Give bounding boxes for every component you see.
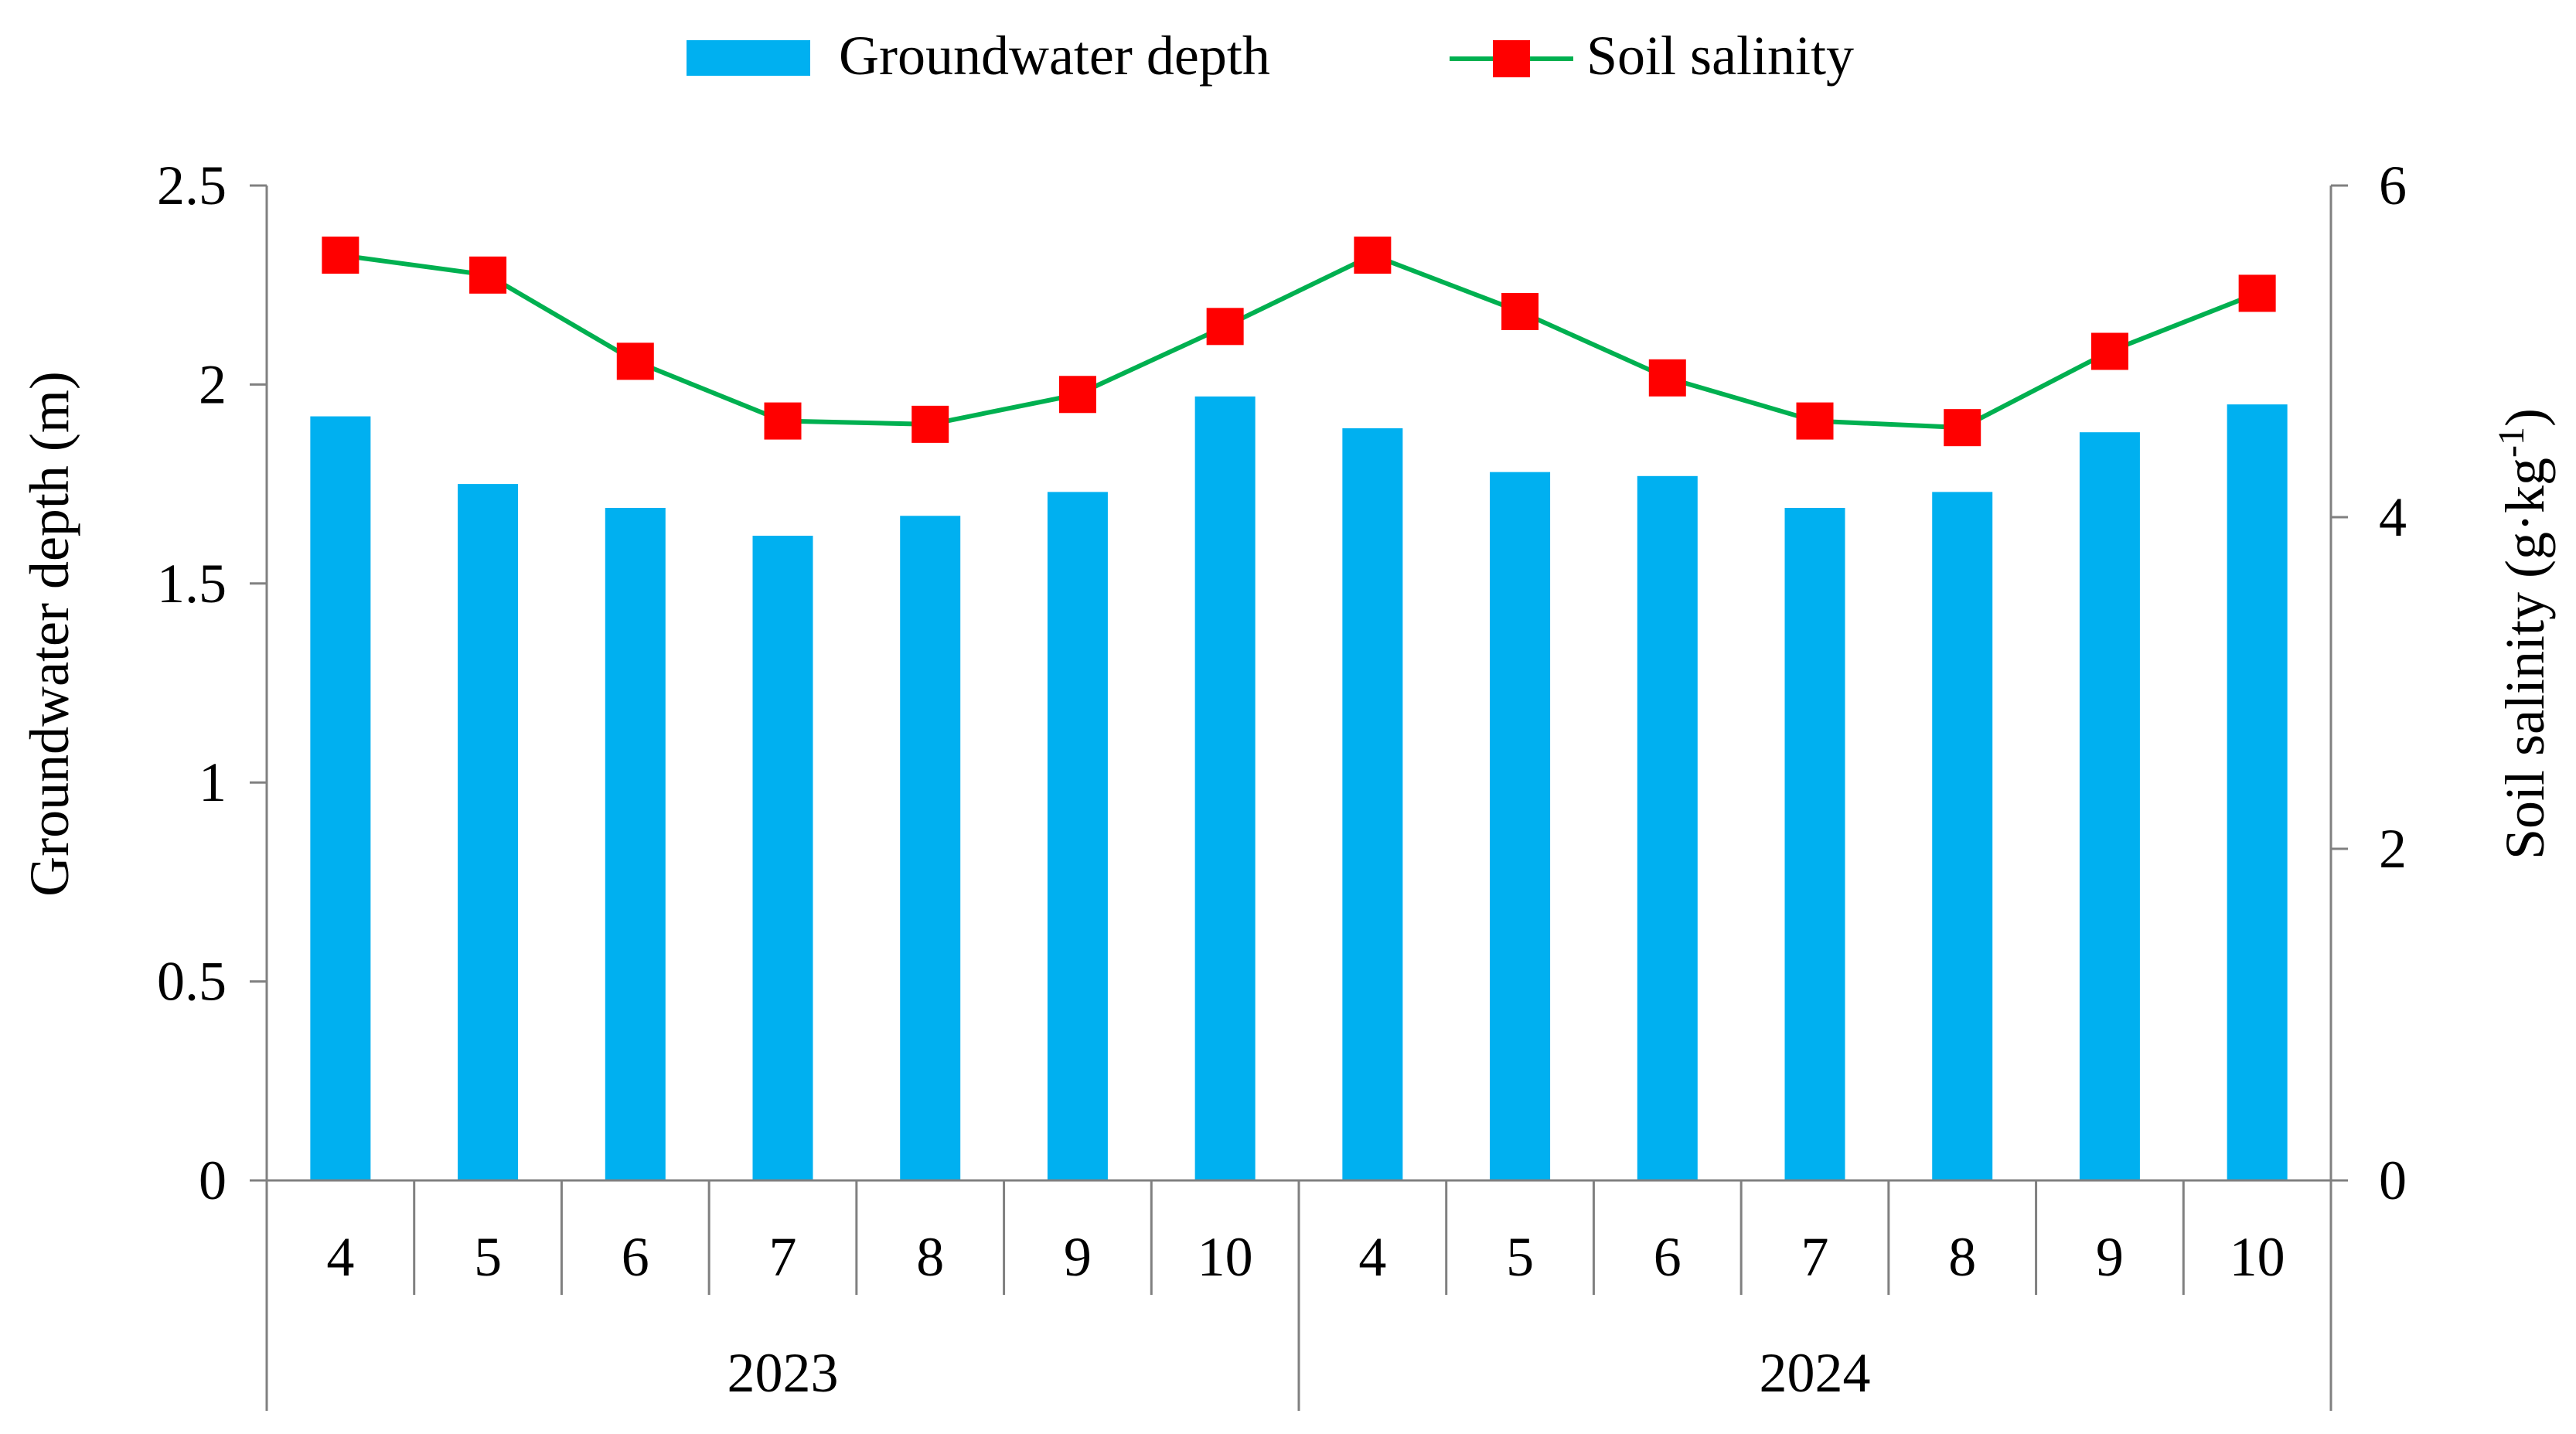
y-left-tick-label-3: 1.5 bbox=[157, 553, 227, 615]
x-tick-label-8: 5 bbox=[1506, 1226, 1534, 1288]
bar-groundwater-5 bbox=[1047, 492, 1108, 1180]
legend-label-groundwater: Groundwater depth bbox=[839, 25, 1270, 87]
marker-soil-salinity-0 bbox=[322, 237, 359, 274]
bar-groundwater-8 bbox=[1490, 472, 1551, 1180]
marker-soil-salinity-10 bbox=[1796, 402, 1834, 440]
x-group-label-0: 2023 bbox=[727, 1342, 839, 1404]
y-right-axis-title-sup: -1 bbox=[2491, 427, 2532, 458]
bars-layer bbox=[310, 396, 2288, 1180]
marker-soil-salinity-8 bbox=[1501, 293, 1539, 331]
bar-groundwater-10 bbox=[1784, 507, 1845, 1180]
x-tick-label-6: 10 bbox=[1198, 1226, 1253, 1288]
marker-soil-salinity-5 bbox=[1058, 376, 1096, 414]
x-tick-label-5: 9 bbox=[1064, 1226, 1092, 1288]
y-right-tick-label-1: 2 bbox=[2379, 818, 2407, 880]
x-tick-label-12: 9 bbox=[2096, 1226, 2124, 1288]
bar-groundwater-12 bbox=[2079, 432, 2140, 1180]
bar-groundwater-6 bbox=[1194, 396, 1256, 1180]
bar-groundwater-2 bbox=[605, 507, 666, 1180]
x-tick-label-13: 10 bbox=[2230, 1226, 2285, 1288]
labels-layer: 0 0.5 1 1.5 2 2.5 0 2 4 6 4 5 6 7 8 9 10 4 5 6 7 8 9 10 2023 2024 bbox=[157, 155, 2407, 1404]
x-tick-label-1: 5 bbox=[474, 1226, 502, 1288]
bar-groundwater-3 bbox=[752, 536, 813, 1180]
x-tick-label-4: 8 bbox=[916, 1226, 944, 1288]
bar-groundwater-0 bbox=[310, 416, 371, 1180]
x-tick-label-7: 4 bbox=[1358, 1226, 1386, 1288]
marker-soil-salinity-4 bbox=[911, 405, 949, 443]
y-right-axis-title-end: ) bbox=[2494, 408, 2556, 427]
x-tick-label-3: 7 bbox=[769, 1226, 797, 1288]
bar-groundwater-9 bbox=[1637, 475, 1698, 1180]
marker-soil-salinity-12 bbox=[2090, 332, 2128, 370]
bar-groundwater-13 bbox=[2227, 404, 2288, 1180]
x-group-label-1: 2024 bbox=[1760, 1342, 1871, 1404]
legend-bar-swatch bbox=[687, 40, 810, 76]
marker-soil-salinity-6 bbox=[1206, 308, 1244, 346]
line-soil-salinity bbox=[339, 253, 2258, 431]
marker-soil-salinity-2 bbox=[616, 342, 654, 380]
bar-groundwater-4 bbox=[900, 516, 961, 1180]
bar-groundwater-1 bbox=[458, 484, 519, 1180]
y-left-tick-label-0: 0 bbox=[199, 1150, 227, 1211]
y-left-tick-label-2: 1 bbox=[199, 751, 227, 813]
x-tick-label-0: 4 bbox=[326, 1226, 354, 1288]
legend-marker-swatch bbox=[1493, 40, 1530, 77]
y-right-tick-label-3: 6 bbox=[2379, 155, 2407, 216]
x-tick-label-9: 6 bbox=[1654, 1226, 1682, 1288]
x-tick-label-2: 6 bbox=[622, 1226, 649, 1288]
y-right-tick-label-0: 0 bbox=[2379, 1150, 2407, 1211]
axes-layer bbox=[250, 184, 2348, 1411]
legend-label-salinity: Soil salinity bbox=[1586, 25, 1854, 87]
marker-soil-salinity-1 bbox=[469, 256, 507, 294]
y-left-axis-title: Groundwater depth (m) bbox=[19, 371, 80, 897]
x-tick-label-11: 8 bbox=[1948, 1226, 1976, 1288]
bar-groundwater-7 bbox=[1342, 428, 1403, 1180]
y-right-tick-label-2: 4 bbox=[2379, 486, 2407, 548]
x-tick-label-10: 7 bbox=[1801, 1226, 1829, 1288]
y-right-axis-title: Soil salinity (g·kg-1) bbox=[2491, 408, 2557, 860]
bar-groundwater-11 bbox=[1932, 492, 1993, 1180]
marker-soil-salinity-13 bbox=[2238, 274, 2276, 312]
line-layer bbox=[322, 237, 2276, 447]
marker-soil-salinity-9 bbox=[1648, 359, 1686, 397]
y-left-tick-label-1: 0.5 bbox=[157, 951, 227, 1013]
y-left-tick-label-4: 2 bbox=[199, 353, 227, 415]
marker-soil-salinity-11 bbox=[1944, 409, 1981, 447]
y-left-tick-label-5: 2.5 bbox=[157, 155, 227, 216]
legend: Groundwater depth Soil salinity bbox=[687, 25, 1854, 87]
marker-soil-salinity-7 bbox=[1354, 237, 1392, 274]
marker-soil-salinity-3 bbox=[764, 402, 802, 440]
y-right-axis-title-main: Soil salinity (g·kg bbox=[2494, 458, 2556, 860]
